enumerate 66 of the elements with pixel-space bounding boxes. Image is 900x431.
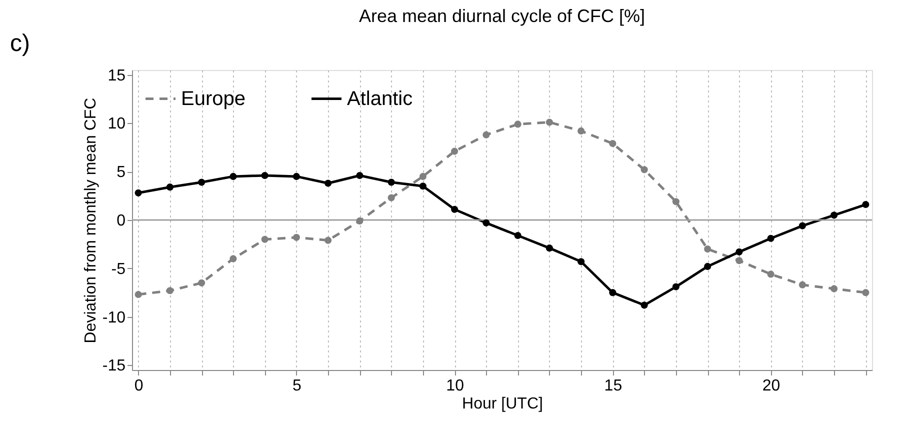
point xyxy=(134,189,142,196)
point xyxy=(862,289,870,296)
point xyxy=(640,166,648,174)
point xyxy=(198,178,206,186)
point xyxy=(767,270,774,278)
text: c) xyxy=(10,30,30,57)
legend-label: Europe xyxy=(181,88,246,110)
chart-title: Area mean diurnal cycle of CFC [%] xyxy=(358,6,646,26)
point xyxy=(356,217,364,224)
point xyxy=(166,287,174,294)
point xyxy=(830,212,838,219)
y-tick-label: -15 xyxy=(102,358,126,375)
point xyxy=(388,194,395,202)
point xyxy=(514,232,522,240)
x-tick-label: 20 xyxy=(762,378,780,394)
point xyxy=(134,290,142,298)
y-tick-label: 10 xyxy=(108,116,126,133)
point xyxy=(578,127,585,134)
point xyxy=(261,172,268,180)
point xyxy=(230,172,237,180)
y-tick-label: -5 xyxy=(111,260,126,278)
point xyxy=(546,118,553,126)
point xyxy=(609,140,616,148)
point xyxy=(736,257,743,264)
x-tick-label: 10 xyxy=(446,378,464,394)
point xyxy=(830,285,838,292)
point xyxy=(292,234,300,241)
x-tick-label: 5 xyxy=(292,378,302,394)
point xyxy=(419,172,426,180)
point xyxy=(482,131,490,138)
x-axis-title: Hour [UTC] xyxy=(462,396,543,412)
point xyxy=(324,236,332,244)
point xyxy=(736,248,743,256)
point xyxy=(704,246,712,253)
point xyxy=(166,184,174,191)
point xyxy=(324,180,332,187)
x-tick-label: 15 xyxy=(604,378,622,394)
point xyxy=(672,198,680,206)
point xyxy=(451,148,458,155)
point xyxy=(672,283,680,290)
point xyxy=(862,200,870,208)
point xyxy=(198,279,206,286)
point xyxy=(798,281,806,288)
point xyxy=(451,206,458,213)
x-tick-label: 0 xyxy=(134,378,144,394)
point xyxy=(798,222,806,230)
point xyxy=(514,120,522,128)
point xyxy=(261,236,268,243)
point xyxy=(578,258,585,266)
point xyxy=(609,289,616,296)
point xyxy=(292,172,300,180)
y-tick-label: 5 xyxy=(116,164,126,182)
point xyxy=(546,244,553,252)
point xyxy=(356,172,364,180)
y-axis-title: Deviation from monthly mean CFC xyxy=(82,98,100,344)
y-tick-label: -10 xyxy=(102,309,126,326)
point xyxy=(419,182,426,190)
point xyxy=(640,302,648,309)
point xyxy=(704,262,712,270)
point xyxy=(767,234,774,242)
point xyxy=(482,219,490,226)
y-tick-label: 15 xyxy=(108,67,126,84)
point xyxy=(230,255,237,262)
point xyxy=(388,178,395,186)
legend-label: Atlantic xyxy=(347,88,413,110)
y-tick-label: 0 xyxy=(116,212,126,230)
